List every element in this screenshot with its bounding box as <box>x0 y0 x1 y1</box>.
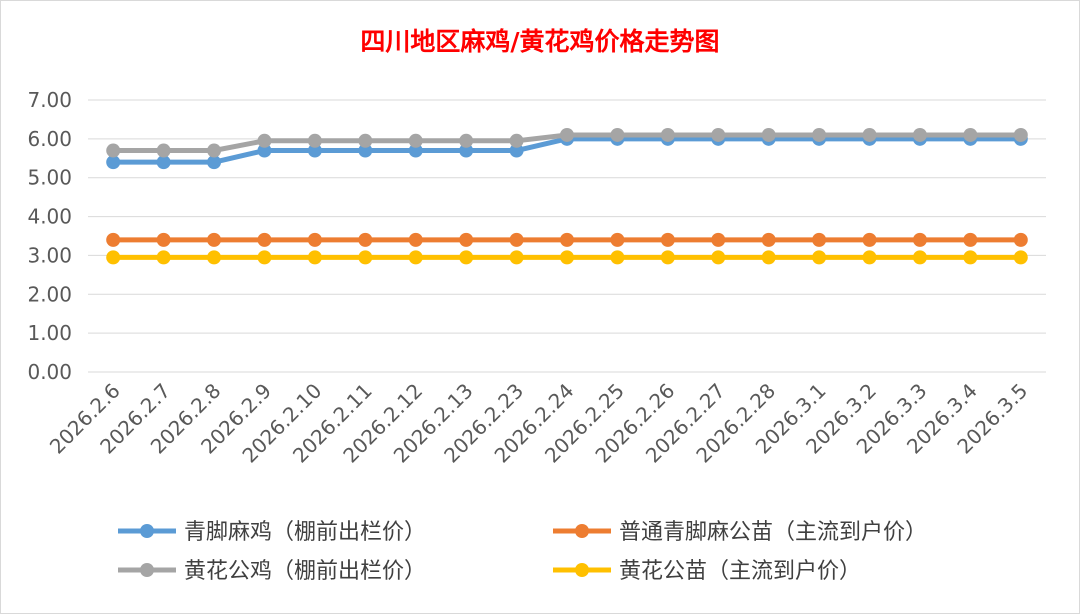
data-point <box>711 127 726 142</box>
data-point <box>257 143 272 158</box>
x-axis-ticks: 2026.2.62026.2.72026.2.82026.2.92026.2.1… <box>45 379 1033 468</box>
data-point <box>912 232 927 247</box>
data-point <box>963 250 978 265</box>
data-point <box>358 232 373 247</box>
data-point <box>761 232 776 247</box>
data-point <box>307 133 322 148</box>
y-tick-label: 3.00 <box>27 243 72 267</box>
chart-title: 四川地区麻鸡/黄花鸡价格走势图 <box>360 27 719 56</box>
data-point <box>812 250 827 265</box>
data-point <box>711 232 726 247</box>
data-point <box>560 232 574 247</box>
legend-marker <box>575 524 589 538</box>
data-point <box>812 127 827 142</box>
y-tick-label: 1.00 <box>27 321 72 345</box>
data-point <box>862 250 877 265</box>
data-point <box>711 250 726 265</box>
data-point <box>862 127 877 142</box>
data-point <box>207 143 222 158</box>
data-point <box>257 133 272 148</box>
data-point <box>358 143 373 158</box>
data-point <box>1013 127 1028 142</box>
data-point <box>207 250 222 265</box>
legend: 青脚麻鸡（棚前出栏价） 普通青脚麻公苗（主流到户价） 黄花公鸡（棚前出栏价） 黄花公苗… <box>118 520 927 584</box>
data-point <box>106 143 121 158</box>
data-point <box>660 127 675 142</box>
data-point <box>912 250 927 265</box>
data-point <box>963 232 978 247</box>
data-point <box>106 155 121 170</box>
data-point <box>812 232 827 247</box>
legend-label: 黄花公苗（主流到户价） <box>619 559 861 584</box>
data-point <box>106 250 121 265</box>
data-point <box>509 133 524 148</box>
data-point <box>560 250 574 265</box>
data-point <box>257 232 272 247</box>
data-point <box>1013 250 1028 265</box>
y-tick-label: 2.00 <box>27 282 72 306</box>
data-point <box>156 143 171 158</box>
series-3 <box>106 250 1028 265</box>
data-point <box>761 127 776 142</box>
y-tick-label: 0.00 <box>27 360 72 384</box>
y-tick-label: 6.00 <box>27 127 72 151</box>
data-point <box>761 250 776 265</box>
data-point <box>912 127 927 142</box>
data-point <box>156 250 171 265</box>
data-point <box>459 232 474 247</box>
y-tick-label: 4.00 <box>27 205 72 229</box>
y-tick-label: 7.00 <box>27 88 72 112</box>
data-point <box>307 250 322 265</box>
data-point <box>156 232 171 247</box>
data-point <box>358 250 373 265</box>
data-point <box>307 232 322 247</box>
y-tick-label: 5.00 <box>27 166 72 190</box>
data-point <box>660 250 675 265</box>
data-point <box>408 143 423 158</box>
legend-item: 黄花公苗（主流到户价） <box>553 559 861 584</box>
legend-marker <box>575 563 589 577</box>
y-axis-ticks: 0.00 1.00 2.00 3.00 4.00 5.00 6.00 7.00 <box>27 88 72 384</box>
data-point <box>963 127 978 142</box>
legend-label: 黄花公鸡（棚前出栏价） <box>184 559 426 584</box>
data-point <box>610 127 625 142</box>
legend-label: 普通青脚麻公苗（主流到户价） <box>619 520 927 545</box>
series-2 <box>106 127 1028 158</box>
legend-item: 青脚麻鸡（棚前出栏价） <box>118 520 426 545</box>
data-point <box>358 133 373 148</box>
data-point <box>509 250 524 265</box>
series-1 <box>106 232 1028 247</box>
data-point <box>257 250 272 265</box>
data-point <box>610 250 625 265</box>
data-point <box>660 232 675 247</box>
data-point <box>156 155 171 170</box>
data-point <box>560 127 574 142</box>
data-point <box>207 232 222 247</box>
legend-item: 普通青脚麻公苗（主流到户价） <box>553 520 927 545</box>
legend-marker <box>140 524 154 538</box>
legend-marker <box>140 563 154 577</box>
data-point <box>610 232 625 247</box>
data-point <box>408 232 423 247</box>
data-point <box>459 143 474 158</box>
legend-item: 黄花公鸡（棚前出栏价） <box>118 559 426 584</box>
data-point <box>509 143 524 158</box>
data-point <box>408 133 423 148</box>
data-point <box>207 155 222 170</box>
data-point <box>509 232 524 247</box>
data-point <box>459 250 474 265</box>
data-point <box>106 232 121 247</box>
series-lines <box>106 127 1028 265</box>
data-point <box>307 143 322 158</box>
data-point <box>459 133 474 148</box>
data-point <box>1013 232 1028 247</box>
data-point <box>862 232 877 247</box>
data-point <box>408 250 423 265</box>
legend-label: 青脚麻鸡（棚前出栏价） <box>184 520 426 545</box>
